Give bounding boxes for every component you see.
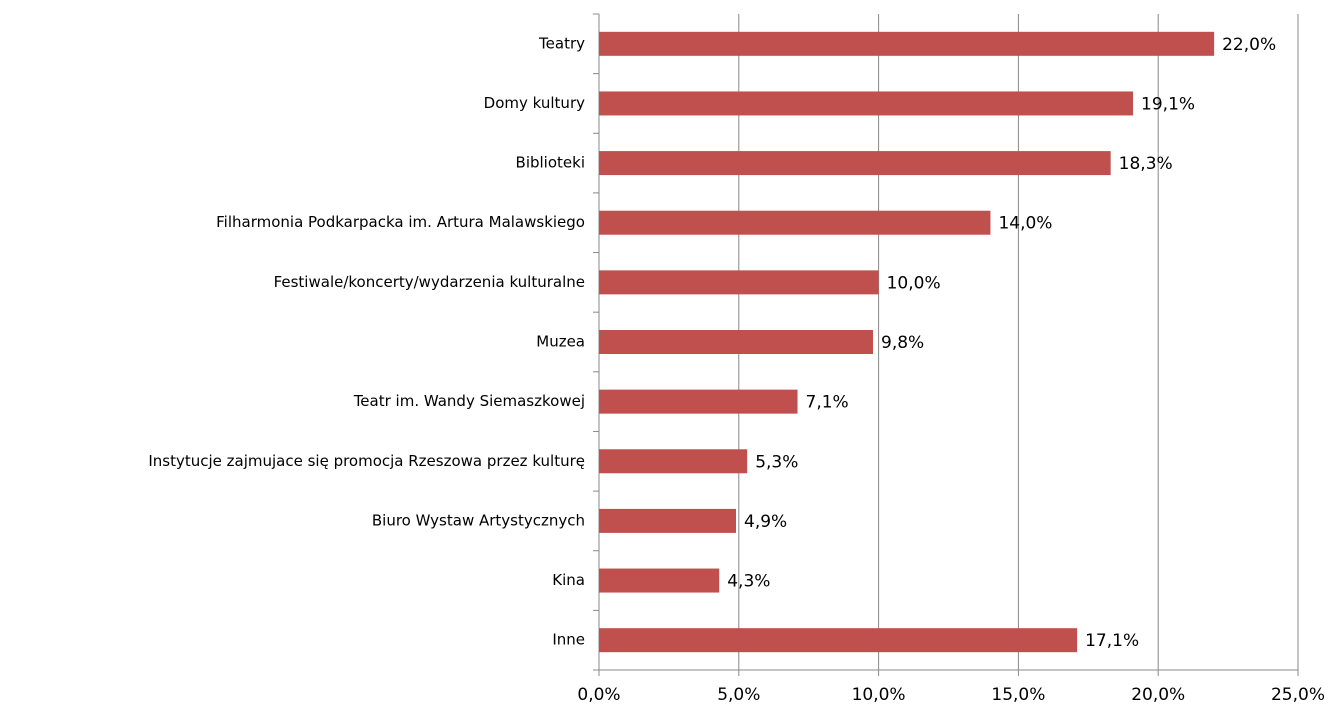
bar — [599, 31, 1215, 56]
value-label: 14,0% — [998, 214, 1052, 234]
value-label: 7,1% — [806, 393, 849, 413]
bar — [599, 330, 874, 354]
category-label: Teatr im. Wandy Siemaszkowej — [353, 392, 585, 410]
bar — [599, 628, 1078, 653]
value-label: 22,0% — [1222, 35, 1276, 55]
value-label: 5,3% — [755, 452, 798, 472]
value-label: 9,8% — [881, 333, 924, 353]
bar — [599, 568, 720, 593]
bar — [599, 508, 737, 533]
category-label: Inne — [552, 631, 585, 649]
value-label: 10,0% — [887, 273, 941, 293]
category-label: Biblioteki — [516, 154, 585, 172]
value-label: 17,1% — [1085, 631, 1139, 651]
value-label: 18,3% — [1119, 154, 1173, 174]
x-tick-label: 0,0% — [577, 685, 620, 705]
x-tick-label: 20,0% — [1131, 685, 1185, 705]
category-label: Instytucje zajmujace się promocja Rzeszo… — [148, 452, 585, 470]
category-label: Biuro Wystaw Artystycznych — [372, 511, 585, 529]
x-tick-label: 10,0% — [852, 685, 906, 705]
category-label: Muzea — [536, 333, 585, 351]
bar — [599, 210, 991, 235]
value-label: 19,1% — [1141, 94, 1195, 114]
value-label: 4,9% — [744, 512, 787, 532]
x-tick-label: 15,0% — [991, 685, 1045, 705]
category-label: Kina — [552, 571, 585, 589]
value-label: 4,3% — [727, 572, 770, 592]
bar — [599, 151, 1111, 176]
bar — [599, 91, 1134, 116]
category-label: Festiwale/koncerty/wydarzenia kulturalne — [274, 273, 585, 291]
category-label: Teatry — [538, 34, 585, 52]
x-tick-label: 5,0% — [717, 685, 760, 705]
bar — [599, 270, 879, 295]
x-tick-label: 25,0% — [1271, 685, 1325, 705]
bar — [599, 389, 798, 414]
category-label: Filharmonia Podkarpacka im. Artura Malaw… — [216, 213, 585, 231]
bar — [599, 449, 748, 474]
category-label: Domy kultury — [484, 94, 585, 112]
